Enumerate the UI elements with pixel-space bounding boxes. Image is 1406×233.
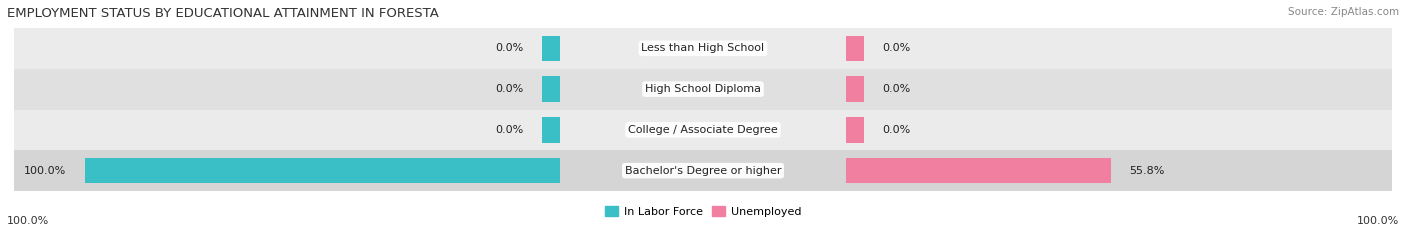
Legend: In Labor Force, Unemployed: In Labor Force, Unemployed <box>600 202 806 221</box>
Bar <box>543 117 561 143</box>
Bar <box>845 36 863 61</box>
Bar <box>845 76 863 102</box>
Text: 0.0%: 0.0% <box>495 43 523 53</box>
Text: 0.0%: 0.0% <box>495 84 523 94</box>
Bar <box>543 36 561 61</box>
Text: 0.0%: 0.0% <box>495 125 523 135</box>
Text: 0.0%: 0.0% <box>883 84 911 94</box>
Text: Source: ZipAtlas.com: Source: ZipAtlas.com <box>1288 7 1399 17</box>
Bar <box>14 150 1392 191</box>
Text: Less than High School: Less than High School <box>641 43 765 53</box>
Text: Bachelor's Degree or higher: Bachelor's Degree or higher <box>624 166 782 176</box>
Bar <box>14 110 1392 150</box>
Text: High School Diploma: High School Diploma <box>645 84 761 94</box>
Text: 0.0%: 0.0% <box>883 43 911 53</box>
Text: 55.8%: 55.8% <box>1129 166 1166 176</box>
Bar <box>86 158 561 183</box>
Bar <box>845 117 863 143</box>
Bar <box>14 69 1392 110</box>
Bar <box>845 158 1111 183</box>
Text: College / Associate Degree: College / Associate Degree <box>628 125 778 135</box>
Bar <box>14 28 1392 69</box>
Text: EMPLOYMENT STATUS BY EDUCATIONAL ATTAINMENT IN FORESTA: EMPLOYMENT STATUS BY EDUCATIONAL ATTAINM… <box>7 7 439 20</box>
Text: 100.0%: 100.0% <box>7 216 49 226</box>
Bar <box>543 76 561 102</box>
Text: 0.0%: 0.0% <box>883 125 911 135</box>
Text: 100.0%: 100.0% <box>1357 216 1399 226</box>
Text: 100.0%: 100.0% <box>24 166 66 176</box>
